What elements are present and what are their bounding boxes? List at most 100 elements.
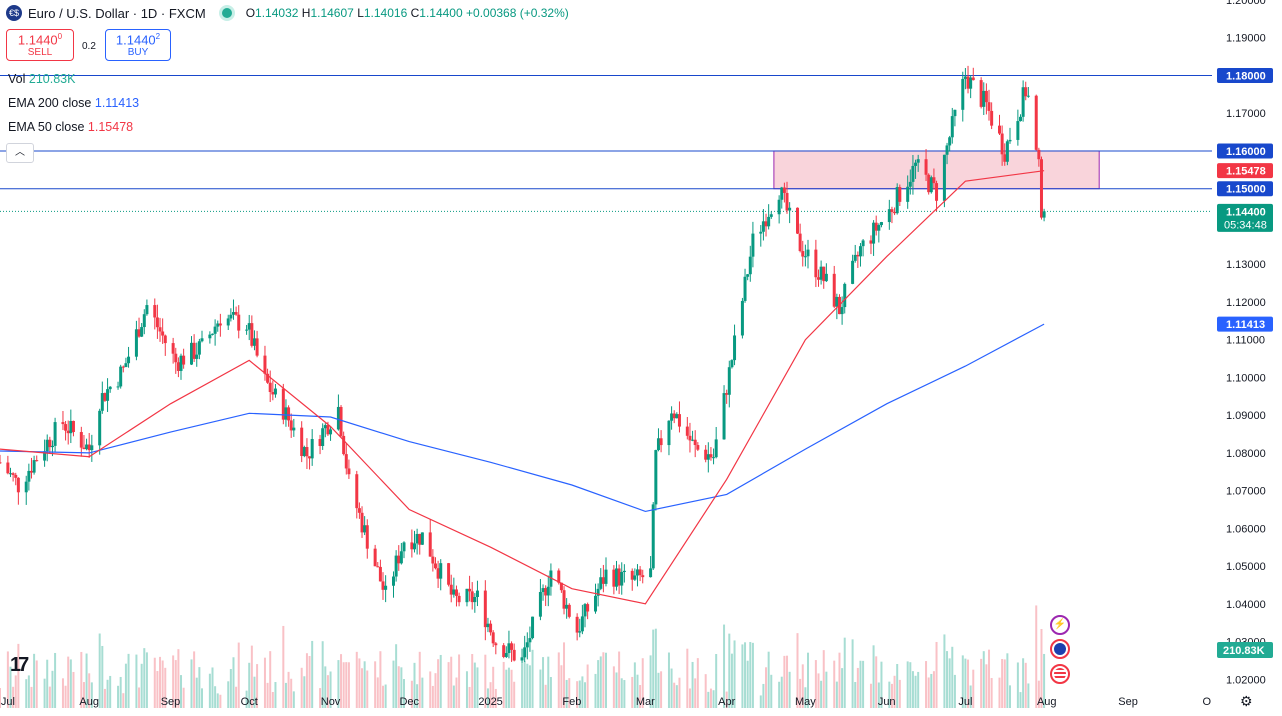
buy-button[interactable]: 1.14402 BUY — [105, 29, 171, 61]
volume-bar — [678, 677, 681, 708]
candle-up — [140, 327, 144, 337]
volume-bar — [765, 667, 768, 708]
volume-bar — [227, 681, 230, 708]
candle-down — [263, 355, 267, 374]
volume-bar — [250, 645, 253, 708]
volume-bar — [198, 667, 201, 708]
volume-bar — [235, 686, 238, 708]
volume-bar — [1003, 659, 1006, 708]
volume-bar — [54, 652, 57, 708]
candle-down — [1000, 133, 1004, 155]
tradingview-logo-icon[interactable]: 17 — [10, 654, 29, 676]
volume-bar — [117, 685, 120, 708]
volume-bar — [925, 661, 928, 708]
volume-label: 210.83K — [1223, 645, 1265, 657]
candle-down — [890, 209, 894, 212]
volume-bar — [581, 676, 584, 708]
volume-bar — [507, 667, 510, 708]
volume-bar — [893, 675, 896, 708]
y-tick-label: 1.10000 — [1226, 372, 1266, 384]
candle-up — [90, 445, 94, 451]
lightning-event-icon[interactable]: ⚡ — [1050, 615, 1070, 635]
collapse-chevron-icon[interactable]: ︿ — [6, 143, 34, 163]
candle-up — [213, 326, 217, 334]
volume-bar — [319, 688, 322, 708]
volume-bar — [434, 673, 437, 708]
symbol-title[interactable]: Euro / U.S. Dollar · 1D · FXCM — [28, 5, 206, 21]
candle-up — [100, 393, 104, 411]
y-tick-label: 1.11000 — [1226, 335, 1265, 347]
candle-up — [420, 532, 424, 545]
volume-bar — [746, 660, 749, 708]
candle-down — [268, 382, 272, 393]
volume-bar — [284, 682, 287, 708]
candle-down — [874, 222, 878, 231]
x-tick-label: Jul — [1, 696, 15, 708]
y-tick-label: 1.06000 — [1226, 523, 1266, 535]
candle-up — [945, 145, 949, 155]
volume-bar — [767, 651, 770, 708]
candle-up — [761, 221, 765, 232]
vol-indicator[interactable]: Vol 210.83K — [8, 72, 76, 86]
ema50-indicator[interactable]: EMA 50 close 1.15478 — [8, 120, 134, 134]
volume-bar — [528, 665, 531, 708]
candle-up — [583, 604, 587, 617]
volume-bar — [686, 648, 689, 708]
candle-up — [142, 314, 146, 328]
volume-bar — [502, 661, 505, 708]
candle-down — [785, 192, 789, 211]
candle-up — [667, 420, 671, 446]
settings-gear-icon[interactable]: ⚙ — [1240, 693, 1253, 709]
candle-down — [764, 221, 768, 227]
candle-up — [465, 588, 469, 603]
candle-down — [16, 477, 20, 493]
volume-bar — [557, 652, 560, 708]
volume-bar — [164, 667, 167, 708]
candle-down — [638, 569, 642, 576]
candle-up — [950, 116, 954, 138]
candle-down — [271, 392, 275, 395]
volume-bar — [872, 645, 875, 708]
volume-bar — [801, 664, 804, 708]
volume-bar — [875, 656, 878, 708]
volume-bar — [67, 656, 70, 708]
volume-bar — [1043, 653, 1046, 708]
volume-bar — [143, 648, 146, 708]
candle-up — [124, 363, 128, 368]
x-tick-label: 2025 — [478, 696, 502, 708]
candle-down — [575, 616, 579, 633]
candle-down — [672, 413, 676, 419]
eu-flag-event-icon[interactable] — [1050, 639, 1070, 659]
volume-bar — [654, 628, 657, 708]
candle-up — [953, 109, 957, 117]
y-tick-label: 1.20000 — [1226, 0, 1266, 7]
volume-bar — [413, 662, 416, 708]
candle-up — [712, 457, 716, 459]
volume-bar — [437, 659, 440, 708]
ohlc-values: O1.14032 H1.14607 L1.14016 C1.14400 +0.0… — [245, 6, 569, 20]
volume-bar — [578, 680, 581, 708]
volume-bar — [961, 655, 964, 708]
volume-bar — [972, 669, 975, 708]
ema200-indicator[interactable]: EMA 200 close 1.11413 — [8, 96, 140, 110]
candle-down — [814, 249, 818, 278]
volume-bar — [214, 686, 217, 708]
candle-up — [43, 451, 47, 461]
candle-up — [127, 356, 131, 364]
ema200-line — [0, 323, 1045, 513]
volume-bar — [416, 684, 419, 708]
candle-up — [748, 256, 752, 275]
candle-down — [971, 77, 975, 81]
candle-down — [832, 273, 836, 307]
sell-button[interactable]: 1.14400 SELL — [6, 29, 74, 61]
us-flag-event-icon[interactable] — [1050, 664, 1070, 684]
candle-down — [6, 462, 10, 474]
candle-down — [14, 474, 18, 478]
candle-up — [475, 590, 479, 597]
candle-up — [706, 454, 710, 460]
volume-bar — [450, 656, 453, 708]
candle-down — [893, 211, 897, 214]
volume-bar — [263, 657, 266, 708]
volume-bar — [468, 686, 471, 708]
